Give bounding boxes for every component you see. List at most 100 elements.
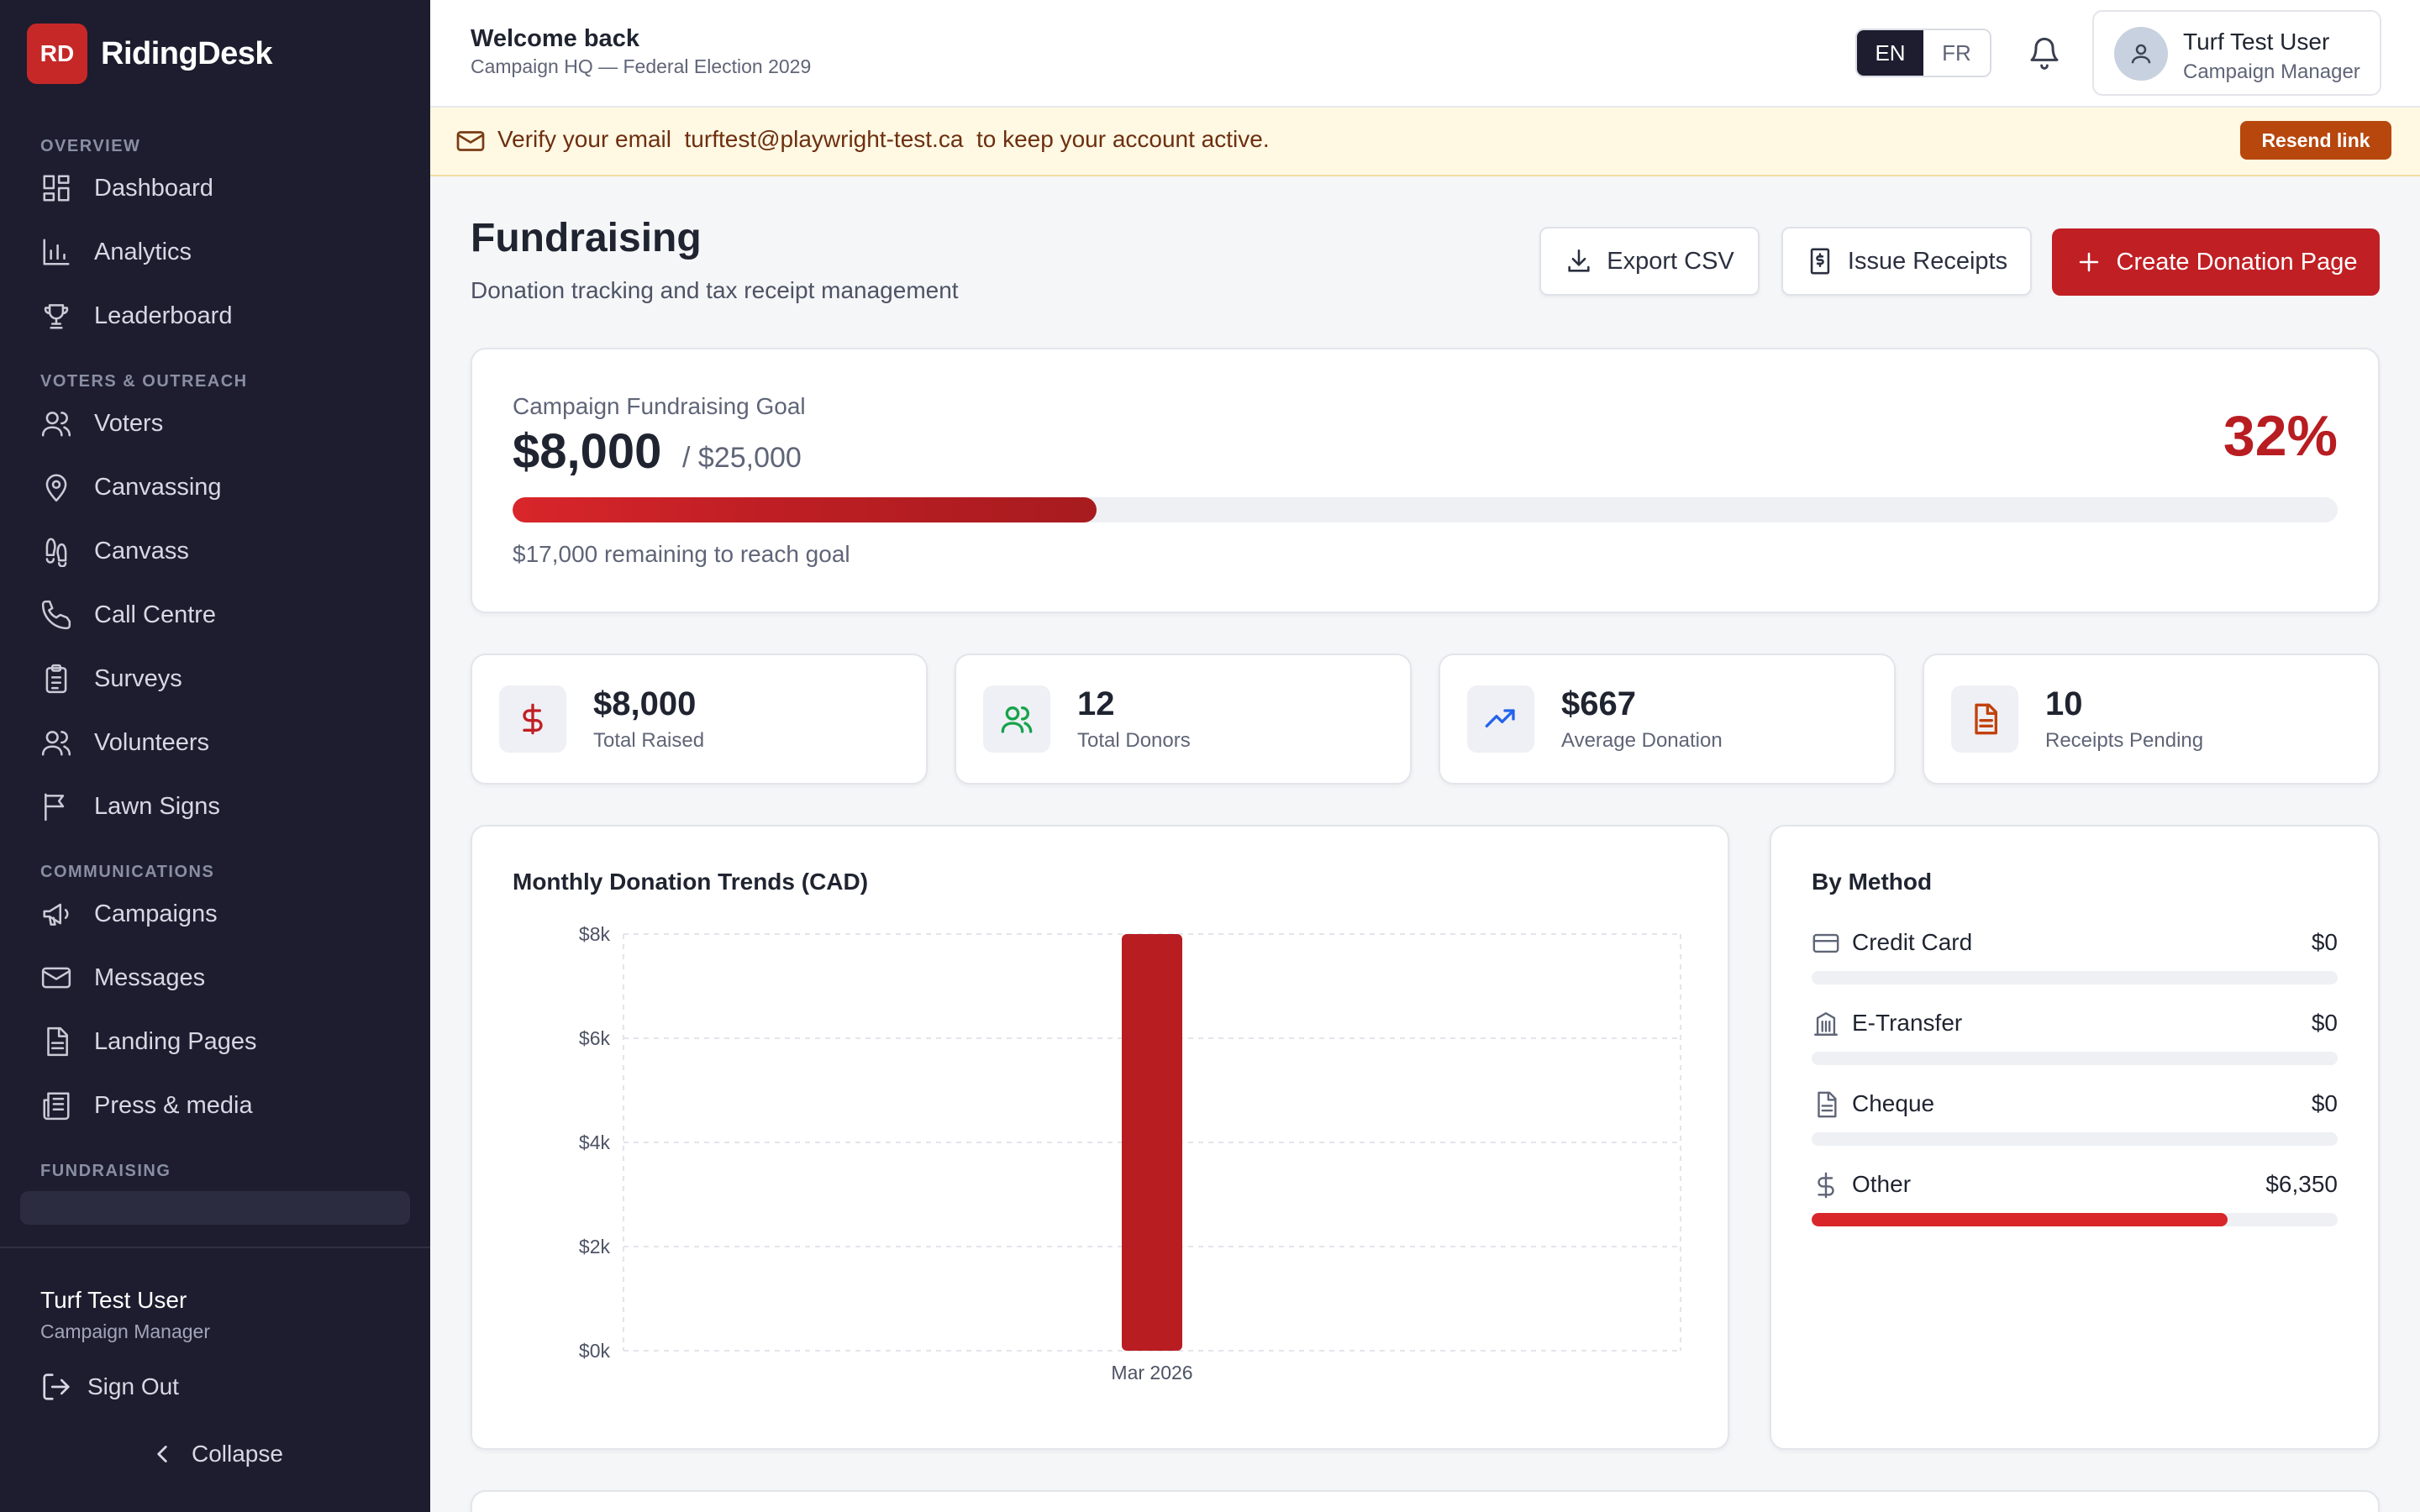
goal-target-amount: / $25,000 — [682, 442, 802, 474]
dollar-icon — [499, 685, 566, 753]
sidebar-item-label: Surveys — [94, 664, 182, 692]
sidebar-item-lawn-signs[interactable]: Lawn Signs — [0, 774, 430, 838]
create-donation-page-label: Create Donation Page — [2116, 248, 2358, 276]
y-tick-label: $6k — [579, 1027, 611, 1049]
method-value: $0 — [2311, 929, 2338, 955]
stat-label: Average Donation — [1561, 729, 1723, 752]
sidebar-item-label: Campaigns — [94, 900, 218, 927]
sidebar-item-leaderboard[interactable]: Leaderboard — [0, 284, 430, 348]
method-name: Other — [1852, 1171, 1912, 1197]
goal-label: Campaign Fundraising Goal — [513, 393, 806, 419]
brand-name: RidingDesk — [101, 35, 273, 71]
brand[interactable]: RD RidingDesk — [27, 24, 273, 84]
y-tick-label: $8k — [579, 923, 611, 945]
sidebar-item-campaigns[interactable]: Campaigns — [0, 882, 430, 946]
users-icon — [983, 685, 1050, 753]
nav-section-title: VOTERS & OUTREACH — [40, 372, 248, 391]
sidebar-item-surveys[interactable]: Surveys — [0, 647, 430, 711]
sidebar-item-label: Leaderboard — [94, 302, 233, 329]
export-csv-button[interactable]: Export CSV — [1539, 227, 1760, 296]
method-bar — [1812, 971, 2338, 984]
bar — [1122, 934, 1182, 1351]
method-bar — [1812, 1052, 2338, 1065]
sidebar-item-voters[interactable]: Voters — [0, 391, 430, 455]
method-bar — [1812, 1213, 2338, 1226]
sidebar-item-label: Lawn Signs — [94, 792, 220, 820]
sidebar-item-label: Voters — [94, 409, 164, 437]
y-tick-label: $0k — [579, 1340, 611, 1362]
sidebar-item-call-centre[interactable]: Call Centre — [0, 583, 430, 647]
sidebar-user-name: Turf Test User — [40, 1287, 187, 1313]
collapse-button[interactable]: Collapse — [148, 1440, 283, 1468]
method-row-other: Other $6,350 — [1812, 1168, 2338, 1235]
sidebar-item-canvassing[interactable]: Canvassing — [0, 455, 430, 519]
sidebar-nav: OVERVIEW Dashboard Analytics Leaderboard… — [0, 126, 430, 1243]
sidebar-item-label: Canvass — [94, 537, 189, 564]
method-row-cheque: Cheque $0 — [1812, 1087, 2338, 1154]
stat-value: 10 — [2045, 685, 2083, 722]
bank-icon — [1812, 1010, 1840, 1038]
sidebar-item-volunteers[interactable]: Volunteers — [0, 711, 430, 774]
sign-out-label: Sign Out — [87, 1373, 179, 1399]
avatar — [2114, 27, 2168, 81]
method-value: $6,350 — [2265, 1171, 2338, 1197]
user-icon — [2131, 44, 2151, 64]
sidebar-item-fundraising-partial[interactable] — [20, 1191, 410, 1225]
issue-receipts-label: Issue Receipts — [1847, 247, 2008, 275]
by-method-card: By Method Credit Card $0 E-Transfer $0 C… — [1770, 825, 2380, 1450]
sidebar-item-messages[interactable]: Messages — [0, 946, 430, 1010]
y-tick-label: $2k — [579, 1236, 611, 1257]
nav-section-title: COMMUNICATIONS — [40, 863, 215, 881]
file-text-icon — [1951, 685, 2018, 753]
sidebar-item-label: Volunteers — [94, 728, 210, 756]
stat-label: Total Raised — [593, 729, 705, 752]
sidebar-footer: Turf Test User Campaign Manager Sign Out… — [0, 1247, 430, 1512]
sign-out-button[interactable]: Sign Out — [40, 1371, 179, 1403]
by-method-title: By Method — [1812, 869, 1933, 895]
megaphone-icon — [40, 898, 72, 930]
resend-link-button[interactable]: Resend link — [2240, 121, 2391, 160]
sidebar-item-landing-pages[interactable]: Landing Pages — [0, 1010, 430, 1074]
sidebar-item-dashboard[interactable]: Dashboard — [0, 156, 430, 220]
language-toggle: EN FR — [1855, 29, 1991, 77]
sidebar-item-label: Dashboard — [94, 174, 213, 202]
stat-value: $8,000 — [593, 685, 697, 722]
sidebar-item-label: Messages — [94, 963, 206, 991]
newspaper-icon — [40, 1089, 72, 1121]
banner-message: Verify your email turftest@playwright-te… — [497, 126, 1270, 152]
lang-fr-button[interactable]: FR — [1923, 30, 1990, 76]
receipt-icon — [1810, 248, 1830, 275]
user-role: Campaign Manager — [2183, 60, 2360, 83]
credit-card-icon — [1812, 929, 1840, 958]
file-icon — [40, 1026, 72, 1058]
user-menu[interactable]: Turf Test User Campaign Manager — [2092, 10, 2381, 96]
goal-progress-bar — [513, 497, 2338, 522]
dashboard-icon — [40, 172, 72, 204]
lang-en-button[interactable]: EN — [1857, 30, 1923, 76]
sidebar-user-role: Campaign Manager — [40, 1320, 211, 1342]
y-tick-label: $4k — [579, 1131, 611, 1153]
download-icon — [1568, 249, 1590, 272]
page-subtitle: Donation tracking and tax receipt manage… — [471, 277, 959, 303]
donation-trends-chart: $0k $2k $4k $6k $8k Mar 2026 — [579, 923, 1681, 1383]
create-donation-page-button[interactable]: Create Donation Page — [2052, 228, 2380, 296]
mail-icon — [455, 126, 486, 156]
issue-receipts-button[interactable]: Issue Receipts — [1781, 227, 2032, 296]
sidebar-item-analytics[interactable]: Analytics — [0, 220, 430, 284]
plus-icon — [2079, 252, 2098, 272]
sidebar-item-canvass[interactable]: Canvass — [0, 519, 430, 583]
user-name: Turf Test User — [2183, 29, 2330, 55]
clipboard-icon — [40, 663, 72, 695]
sidebar-item-press-media[interactable]: Press & media — [0, 1074, 430, 1137]
method-row-e-transfer: E-Transfer $0 — [1812, 1006, 2338, 1074]
bar-chart-icon — [40, 236, 72, 268]
users-icon — [40, 407, 72, 439]
dollar-icon — [1812, 1171, 1840, 1200]
page-title: Fundraising — [471, 216, 702, 260]
notifications-button[interactable] — [2023, 32, 2065, 74]
campaign-subtitle: Campaign HQ — Federal Election 2029 — [471, 55, 812, 77]
goal-percent: 32% — [2223, 404, 2338, 468]
stat-value: 12 — [1077, 685, 1115, 722]
mail-icon — [40, 962, 72, 994]
chart-title: Monthly Donation Trends (CAD) — [513, 869, 869, 895]
